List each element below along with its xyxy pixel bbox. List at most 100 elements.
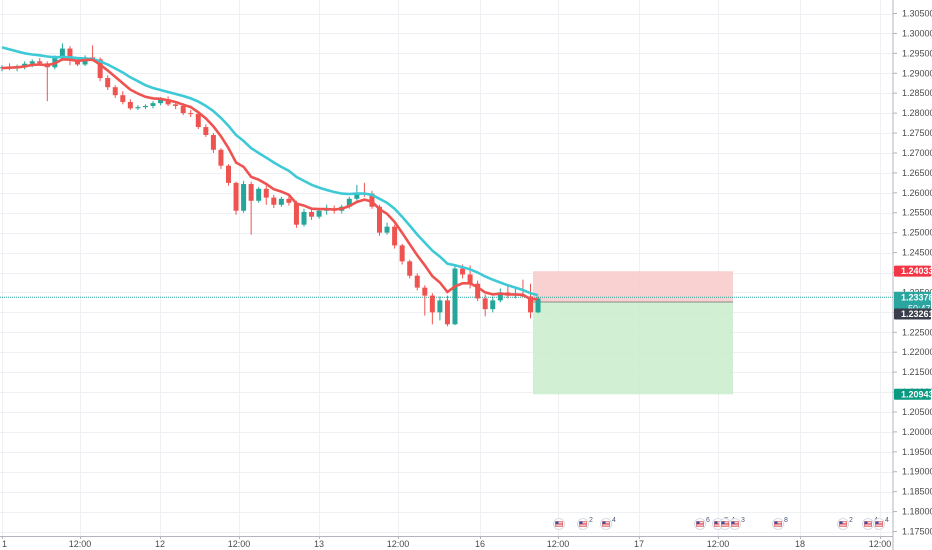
candle-body <box>22 63 28 67</box>
candle[interactable] <box>490 296 496 313</box>
candle[interactable] <box>497 288 503 303</box>
candle[interactable] <box>528 283 533 319</box>
candle[interactable] <box>203 124 209 138</box>
candle[interactable] <box>120 91 126 105</box>
us-flag-icon <box>602 521 610 527</box>
economic-event-marker[interactable]: 2 <box>577 517 594 530</box>
candle[interactable] <box>135 105 141 110</box>
economic-event-marker[interactable]: 4 <box>600 517 617 530</box>
time-axis: 1 12:00 12 12:00 13 12:00 16 12:00 17 12:00 18 12:0… <box>0 536 893 549</box>
candle[interactable] <box>482 294 488 317</box>
candle-body <box>429 295 435 313</box>
candle[interactable] <box>142 104 148 110</box>
candle-body <box>75 60 80 65</box>
candle[interactable] <box>414 273 420 291</box>
candle-body <box>384 226 390 233</box>
chart-grid <box>0 0 893 536</box>
price-tick-label: 1.21500 <box>902 367 932 377</box>
candle-body <box>293 202 299 225</box>
us-flag-icon <box>774 521 782 527</box>
candle[interactable] <box>44 61 50 102</box>
candle-body <box>437 300 443 313</box>
candle[interactable] <box>407 259 413 279</box>
candle[interactable] <box>422 285 428 316</box>
price-tick-label: 1.18000 <box>902 507 932 517</box>
economic-event-marker[interactable] <box>553 518 565 530</box>
event-count: 8 <box>784 517 788 524</box>
candle[interactable] <box>195 111 201 130</box>
price-tick-label: 1.19000 <box>902 467 932 477</box>
candle[interactable] <box>399 243 405 265</box>
candle[interactable] <box>444 295 450 327</box>
candle[interactable] <box>429 293 435 325</box>
candle-body <box>120 95 126 102</box>
stop-price-tag <box>894 265 931 277</box>
candle[interactable] <box>256 186 262 203</box>
economic-event-marker[interactable]: 2 <box>837 517 854 530</box>
candle-body <box>369 193 375 207</box>
candle[interactable] <box>293 200 299 228</box>
time-tick-label: 16 <box>475 539 485 549</box>
candle-body <box>256 188 262 201</box>
candle[interactable] <box>188 109 194 118</box>
candle[interactable] <box>263 185 269 205</box>
candlestick-series[interactable] <box>0 43 541 327</box>
candle[interactable] <box>127 99 133 110</box>
candle[interactable] <box>218 148 224 169</box>
candle-body <box>490 300 496 310</box>
candle[interactable] <box>105 75 111 91</box>
economic-events-row[interactable]: 2467438244 <box>553 517 890 530</box>
slow-moving-average-line[interactable] <box>1 46 539 297</box>
candle[interactable] <box>248 181 254 235</box>
us-flag-icon <box>721 521 729 527</box>
time-tick-label: 1 <box>2 539 7 549</box>
candle[interactable] <box>278 196 284 207</box>
candle[interactable] <box>241 180 247 213</box>
candle[interactable] <box>210 133 216 153</box>
candle-body <box>97 59 103 79</box>
economic-event-marker[interactable]: 8 <box>772 517 789 530</box>
time-tick-label: 12:00 <box>69 539 92 549</box>
candle[interactable] <box>150 101 156 109</box>
economic-event-marker[interactable]: 6 <box>694 517 711 530</box>
candle-body <box>142 105 148 108</box>
price-tick-label: 1.29000 <box>902 68 932 78</box>
candle-body <box>422 287 428 296</box>
candle-body <box>301 211 307 225</box>
candle-body <box>399 245 405 262</box>
candle[interactable] <box>90 45 96 60</box>
fast-moving-average-line[interactable] <box>1 57 538 301</box>
candle[interactable] <box>392 224 398 249</box>
candle[interactable] <box>286 195 292 206</box>
position-zones[interactable] <box>533 271 733 395</box>
candle-body <box>535 298 541 313</box>
candle[interactable] <box>233 181 239 215</box>
candle[interactable] <box>271 194 277 208</box>
price-tick-label: 1.19500 <box>902 447 932 457</box>
candle[interactable] <box>226 164 231 186</box>
candle[interactable] <box>505 285 511 299</box>
candle-body <box>112 87 118 96</box>
candle[interactable] <box>452 264 458 326</box>
candle-body <box>37 61 43 64</box>
candle[interactable] <box>384 222 390 235</box>
candle[interactable] <box>309 208 315 220</box>
entry-price-tag <box>894 308 931 320</box>
candle[interactable] <box>535 296 541 314</box>
candle[interactable] <box>67 46 73 66</box>
economic-event-marker[interactable]: 4 <box>873 517 890 530</box>
candle[interactable] <box>437 296 443 321</box>
take-profit-zone[interactable] <box>533 301 733 395</box>
candle[interactable] <box>475 280 481 302</box>
bar-countdown-label: 50:47 <box>908 303 931 313</box>
candle[interactable] <box>301 208 307 227</box>
candle[interactable] <box>316 208 322 219</box>
economic-event-marker[interactable]: 3 <box>729 517 746 530</box>
event-count: 6 <box>706 517 710 524</box>
candle[interactable] <box>112 85 118 98</box>
price-tick-label: 1.30000 <box>902 28 932 38</box>
candle-body <box>444 300 450 325</box>
price-tick-label: 1.22500 <box>902 327 932 337</box>
time-tick-label: 17 <box>634 539 644 549</box>
